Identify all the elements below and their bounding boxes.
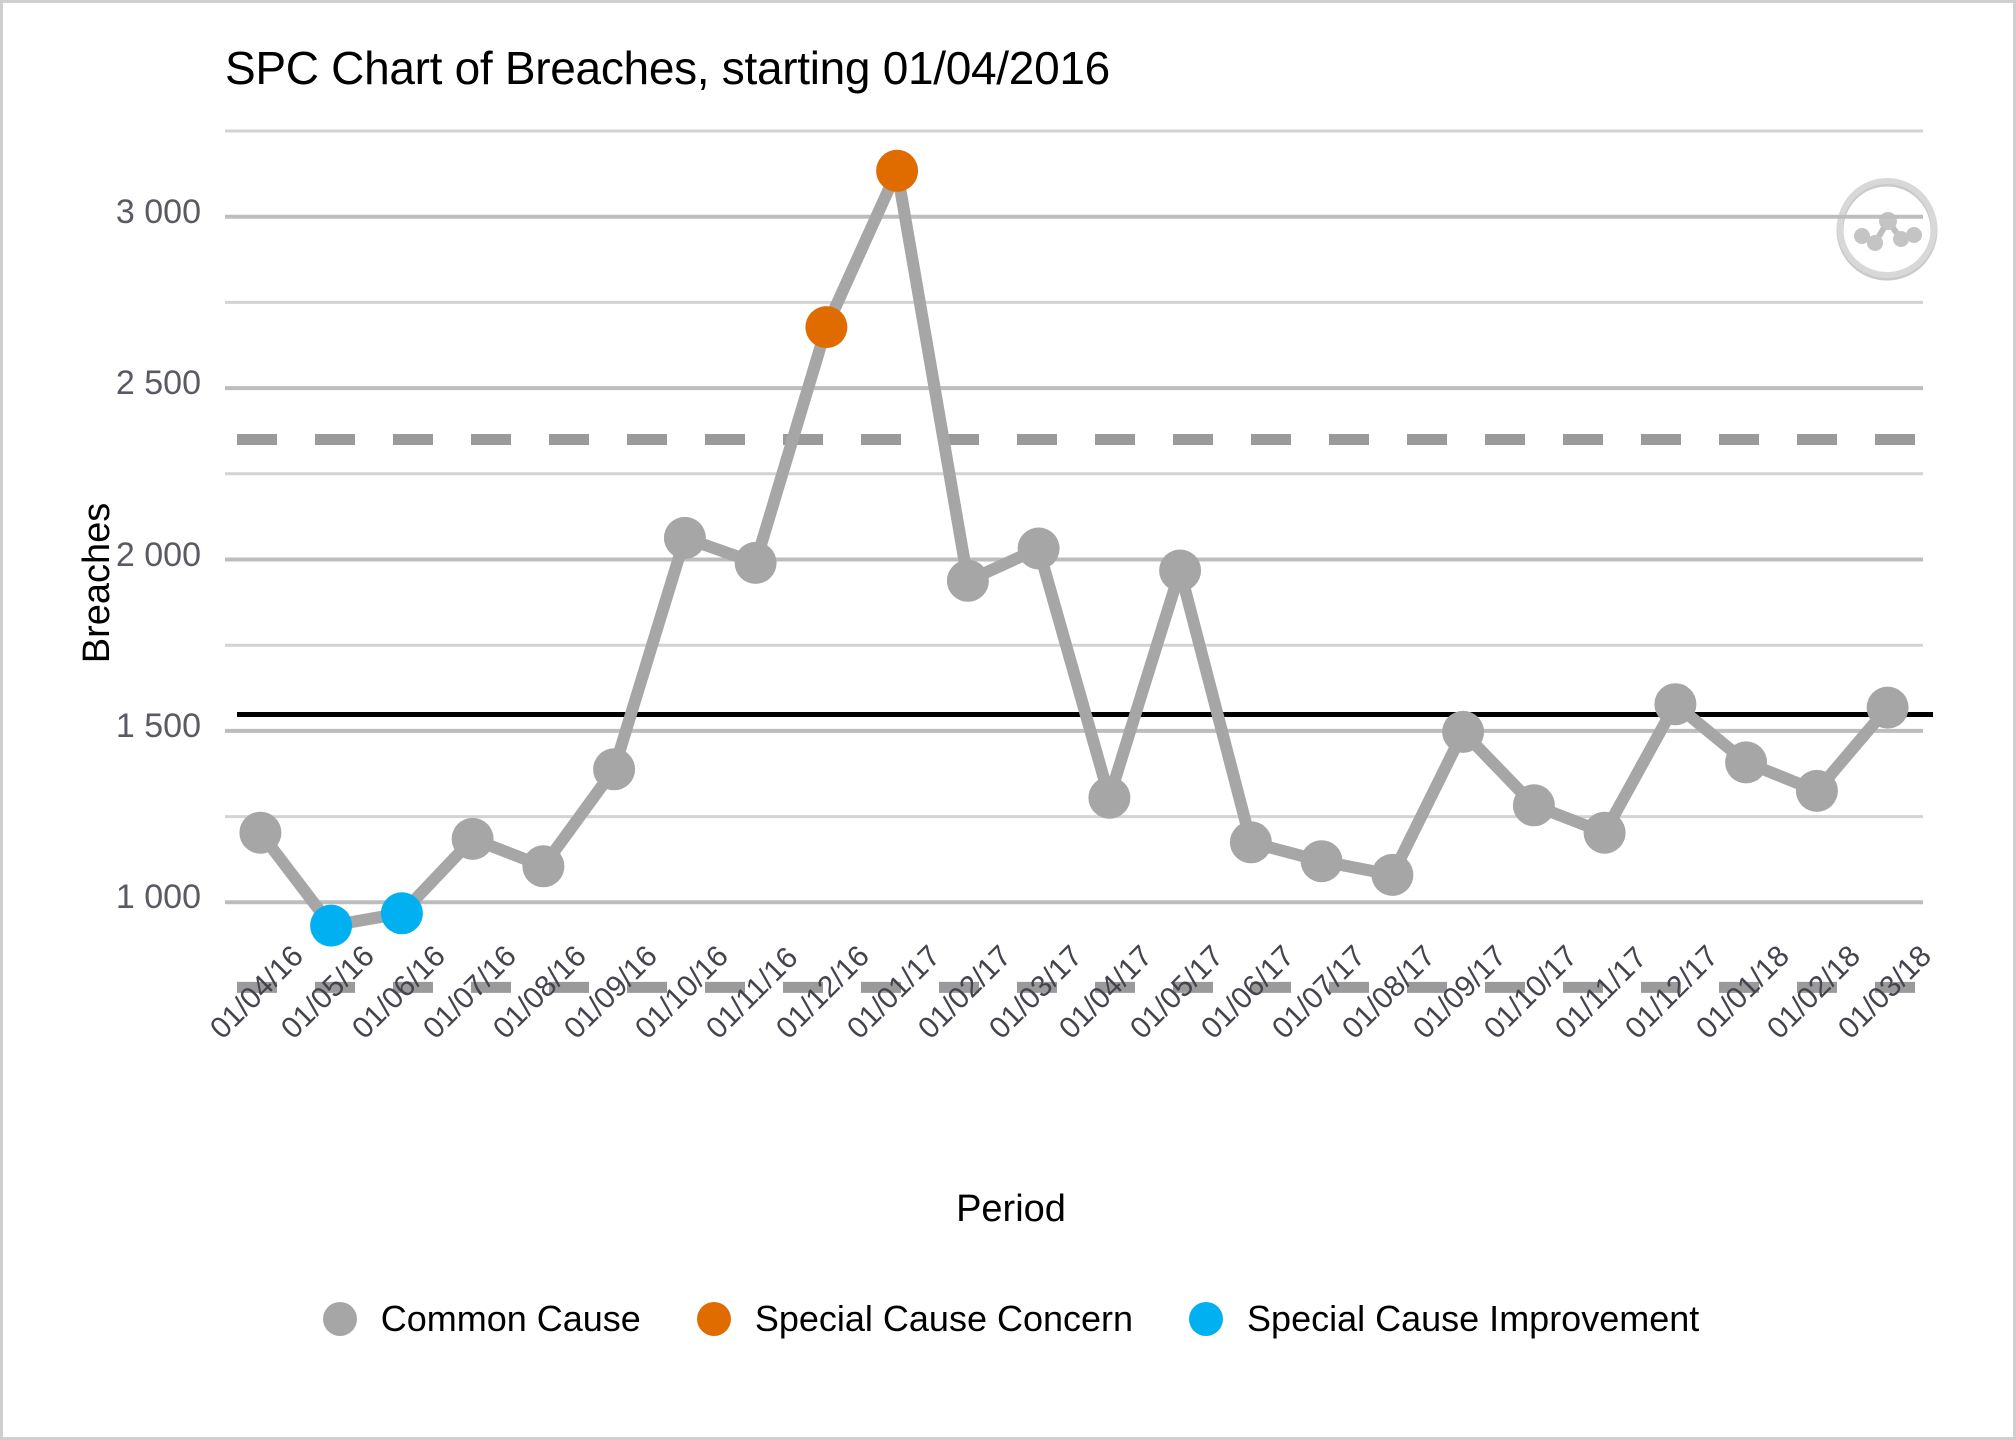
data-point-common[interactable]: [1159, 549, 1202, 592]
y-axis-tick-label: 1 500: [115, 706, 201, 745]
data-point-common[interactable]: [1866, 686, 1909, 729]
data-point-improvement[interactable]: [310, 904, 353, 947]
data-point-common[interactable]: [1300, 840, 1343, 883]
data-point-common[interactable]: [663, 516, 706, 559]
data-point-common[interactable]: [451, 817, 494, 860]
data-point-common[interactable]: [946, 559, 989, 602]
data-point-concern[interactable]: [805, 306, 848, 349]
y-axis-tick-label: 2 000: [115, 535, 201, 574]
y-axis-tick-label: 1 000: [115, 878, 201, 917]
data-point-common[interactable]: [239, 811, 282, 854]
series-polyline: [254, 164, 1894, 932]
legend-marker-improvement-icon: [1189, 1302, 1224, 1336]
data-point-common[interactable]: [1371, 853, 1414, 896]
data-point-common[interactable]: [1512, 784, 1555, 827]
spc-chart-card: SPC Chart of Breaches, starting 01/04/20…: [3, 3, 2013, 1437]
legend-label: Common Cause: [380, 1298, 641, 1339]
y-axis-tick-label: 3 000: [115, 192, 201, 231]
data-point-common[interactable]: [593, 748, 636, 791]
line-chart-circle-logo-icon: [1831, 173, 1943, 285]
data-point-common[interactable]: [1795, 769, 1838, 812]
data-point-common[interactable]: [1654, 683, 1697, 726]
data-point-concern[interactable]: [876, 149, 919, 192]
legend-item[interactable]: Special Cause Concern: [696, 1298, 1134, 1340]
gridlines-major: [225, 214, 1923, 905]
data-point-common[interactable]: [1583, 811, 1626, 854]
chart-title: SPC Chart of Breaches, starting 01/04/20…: [225, 42, 1110, 94]
data-point-common[interactable]: [1442, 710, 1485, 753]
legend-marker-common-icon: [322, 1302, 357, 1336]
data-point-common[interactable]: [1229, 821, 1272, 864]
data-point-common[interactable]: [1017, 527, 1060, 570]
data-point-improvement[interactable]: [380, 892, 423, 935]
x-axis-title: Period: [956, 1188, 1066, 1230]
legend-label: Special Cause Concern: [754, 1298, 1134, 1339]
gridlines-minor: [225, 129, 1923, 819]
chart-legend: Common Cause Special Cause Concern Special…: [3, 1298, 2013, 1340]
legend-label: Special Cause Improvement: [1247, 1298, 1700, 1339]
data-point-common[interactable]: [1725, 741, 1768, 784]
series-line: [254, 164, 1894, 932]
data-point-common[interactable]: [1088, 776, 1131, 819]
data-point-common[interactable]: [734, 541, 777, 584]
legend-item[interactable]: Special Cause Improvement: [1189, 1298, 1699, 1340]
legend-item[interactable]: Common Cause: [322, 1298, 641, 1340]
legend-marker-concern-icon: [696, 1302, 731, 1336]
series-points: [239, 149, 1909, 947]
y-axis-tick-label: 2 500: [115, 364, 201, 403]
plot-area: [225, 129, 1933, 993]
data-point-common[interactable]: [522, 845, 565, 888]
y-axis-title: Breaches: [76, 502, 118, 664]
